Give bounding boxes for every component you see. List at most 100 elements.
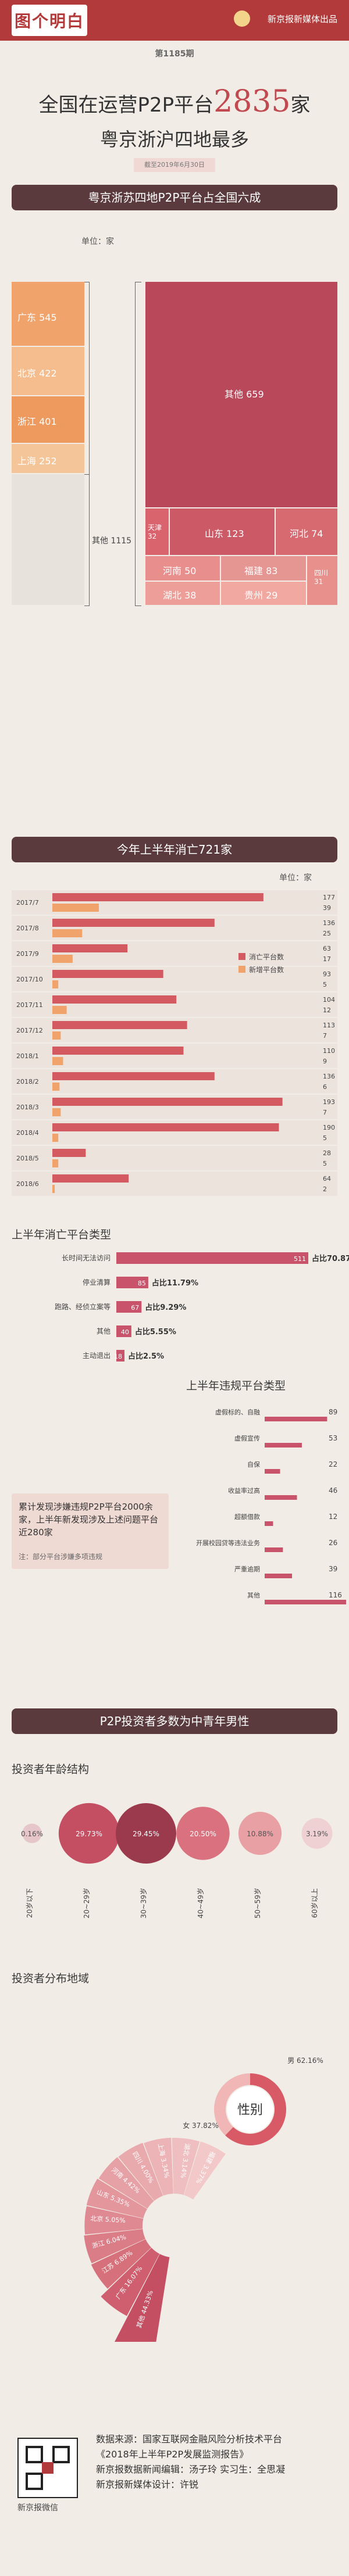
- qr-label: 新京报微信: [17, 2503, 58, 2513]
- bar-closed: [52, 1149, 86, 1157]
- category-label: 2017/11: [16, 1001, 43, 1009]
- value-label-closed: 177: [323, 894, 335, 901]
- treemap-label: 浙江 401: [17, 416, 57, 427]
- bar-closed: [52, 1021, 187, 1029]
- unit-label-2: 单位：家: [279, 873, 312, 883]
- emblem-icon: [234, 10, 250, 27]
- treemap-zhejiang: 浙江 401: [12, 396, 84, 443]
- value-label-closed: 104: [323, 996, 335, 1004]
- violation-bar: [265, 1417, 327, 1421]
- treemap-label: 河南 50: [163, 565, 197, 576]
- value-label-new: 5: [323, 981, 327, 988]
- value-label-new: 7: [323, 1109, 327, 1116]
- gender-center: [227, 2086, 273, 2133]
- exit-type-label: 长时间无法访问: [62, 1254, 111, 1262]
- title-prefix: 全国在运营P2P平台: [38, 94, 214, 117]
- value-label-new: 12: [323, 1006, 331, 1014]
- value-label-closed: 28: [323, 1149, 331, 1157]
- bar-closed: [52, 995, 177, 1004]
- age-range: 40~49岁: [196, 1888, 205, 1919]
- violation-value: 22: [329, 1460, 337, 1468]
- treemap-sichuan: 四川 31: [307, 556, 337, 605]
- exit-bar: [116, 1301, 142, 1313]
- qr-code[interactable]: [17, 2438, 78, 2498]
- value-label-new: 5: [323, 1134, 327, 1142]
- bracket-top: [84, 282, 90, 475]
- region-title: 投资者分布地域: [12, 1972, 90, 1985]
- bar-closed: [52, 1098, 283, 1106]
- region-sector: [101, 2248, 160, 2316]
- age-range: 50~59岁: [253, 1888, 262, 1919]
- treemap-label: 福建 83: [244, 565, 278, 576]
- violation-value: 116: [329, 1591, 342, 1599]
- footer-source: 数据来源：国家互联网金融风险分析技术平台: [96, 2434, 283, 2445]
- value-label-new: 7: [323, 1032, 327, 1040]
- exit-bar: [116, 1252, 308, 1264]
- category-label: 2017/9: [16, 950, 39, 958]
- treemap-label: 北京 422: [17, 368, 57, 379]
- age-range: 60岁以上: [310, 1888, 319, 1918]
- title-number: 2835: [213, 84, 291, 119]
- qr-corner: [52, 2446, 70, 2463]
- treemap-label: 湖北 38: [163, 590, 197, 601]
- bar-new: [52, 1185, 55, 1193]
- category-label: 2017/8: [16, 925, 39, 932]
- exit-type-label: 主动退出: [83, 1352, 111, 1360]
- bar-closed: [52, 970, 163, 978]
- bar-new: [52, 1083, 60, 1091]
- section-title-investors: P2P投资者多数为中青年男性: [12, 1708, 337, 1734]
- section-title-exit-types: 上半年消亡平台类型: [12, 1228, 112, 1241]
- bar-closed: [52, 1047, 184, 1055]
- logo: 图个明白: [12, 5, 87, 36]
- treemap-hebei: 河北 74: [276, 508, 337, 555]
- treemap-label: 上海 252: [17, 456, 57, 467]
- violation-value: 46: [329, 1486, 337, 1495]
- category-label: 2018/2: [16, 1078, 39, 1085]
- region-label: 北京 5.05%: [90, 2214, 126, 2224]
- unit-label: 单位：家: [81, 237, 114, 246]
- bar-closed: [52, 1174, 129, 1183]
- exit-value: 18: [114, 1353, 122, 1360]
- exit-value: 511: [294, 1255, 306, 1263]
- bar-closed: [52, 1123, 279, 1131]
- value-label-closed: 136: [323, 919, 335, 927]
- category-label: 2018/3: [16, 1104, 39, 1111]
- violation-label: 超额借款: [234, 1513, 260, 1521]
- exit-pct: 占比2.5%: [128, 1352, 164, 1361]
- footer-designer: 新京报新媒体设计：许锐: [96, 2479, 199, 2490]
- gender-female-label: 女 37.82%: [183, 2121, 219, 2130]
- section-title-closures: 今年上半年消亡721家: [12, 837, 337, 862]
- treemap-fujian: 福建 83: [221, 556, 306, 581]
- age-pct: 10.88%: [247, 1830, 273, 1838]
- age-range: 20~29岁: [82, 1888, 91, 1919]
- value-label-closed: 136: [323, 1073, 335, 1080]
- footer-editor: 新京报数据新闻编辑：汤子玲 实习生：全思凝: [96, 2464, 286, 2475]
- violation-types-chart: 虚假标的、自融 89 虚假宣传 53 自保 22 收益率过高 46 超额借款 12 开展校园贷等违法…: [196, 1408, 346, 1604]
- bar-new: [52, 1159, 59, 1167]
- violation-label: 开展校园贷等违法业务: [196, 1539, 260, 1547]
- value-label-closed: 110: [323, 1047, 335, 1055]
- legend-swatch: [238, 966, 245, 973]
- region-sector: [115, 2253, 170, 2342]
- value-label-new: 2: [323, 1185, 327, 1193]
- date-note: 截至2019年6月30日: [134, 158, 215, 172]
- violation-bar: [265, 1521, 273, 1526]
- bar-new: [52, 904, 99, 912]
- legend-label: 新增平台数: [249, 965, 284, 974]
- bar-closed: [52, 919, 215, 927]
- gender-male-label: 男 62.16%: [287, 2056, 323, 2065]
- age-bubble: [22, 1823, 42, 1843]
- value-label-new: 17: [323, 955, 331, 963]
- bar-new: [52, 929, 83, 937]
- note-box: 累计发现涉嫌违规P2P平台2000余家，上半年新发现涉及上述问题平台近280家 …: [12, 1493, 169, 1569]
- age-pct: 0.16%: [21, 1830, 43, 1838]
- region-sector: [98, 2157, 154, 2209]
- gender-female-arc: [214, 2073, 250, 2136]
- region-sector: [84, 2229, 145, 2264]
- violation-bar: [265, 1574, 293, 1578]
- value-label-closed: 63: [323, 945, 331, 952]
- region-sector: [144, 2137, 173, 2196]
- exit-type-label: 停业清算: [83, 1278, 111, 1287]
- bracket-right: [135, 282, 141, 606]
